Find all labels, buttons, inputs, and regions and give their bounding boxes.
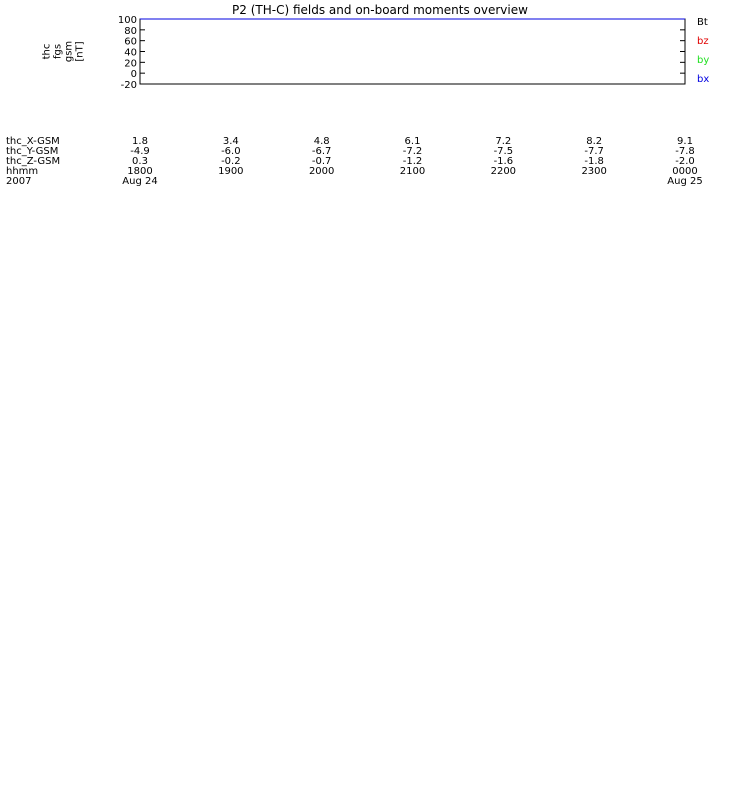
panel-frame-fgs_gsm <box>139 18 686 85</box>
axis-row-1-val-6: -7.8 <box>675 146 695 157</box>
ytick-label-fgs_gsm-5: 0 <box>131 69 137 80</box>
axis-row-1-val-5: -7.7 <box>584 146 604 157</box>
axis-row-3-val-4: 2200 <box>491 166 516 177</box>
ytick-label-fgs_gsm-2: 60 <box>124 37 137 48</box>
ylabel-fgs_gsm-3: [nT] <box>75 41 86 61</box>
axis-row-2-val-6: -2.0 <box>675 156 695 167</box>
axis-row-1-val-4: -7.5 <box>494 146 514 157</box>
plot-title: P2 (TH-C) fields and on-board moments ov… <box>232 3 528 17</box>
axis-row-4-val-0: Aug 24 <box>122 176 157 187</box>
axis-row-label-4: 2007 <box>6 176 31 187</box>
axis-row-3-val-2: 2000 <box>309 166 334 177</box>
axis-row-1-val-2: -6.7 <box>312 146 332 157</box>
axis-row-3-val-3: 2100 <box>400 166 425 177</box>
ytick-label-fgs_gsm-1: 80 <box>124 26 137 37</box>
axis-row-2-val-5: -1.8 <box>584 156 604 167</box>
axis-row-label-1: thc_Y-GSM <box>6 146 58 157</box>
axis-row-4-val-6: Aug 25 <box>667 176 702 187</box>
legend-fgs_gsm-bx: bx <box>697 74 709 85</box>
ytick-label-fgs_gsm-3: 40 <box>124 48 137 59</box>
legend-fgs_gsm-bz: bz <box>697 36 709 47</box>
axis-row-1-val-1: -6.0 <box>221 146 241 157</box>
axis-row-0-val-6: 9.1 <box>677 136 693 147</box>
axis-row-3-val-0: 1800 <box>127 166 152 177</box>
legend-fgs_gsm-Bt: Bt <box>697 17 708 28</box>
axis-row-label-2: thc_Z-GSM <box>6 156 60 167</box>
ytick-label-fgs_gsm-4: 20 <box>124 58 137 69</box>
ytick-label-fgs_gsm-0: 100 <box>118 15 137 26</box>
axis-row-0-val-5: 8.2 <box>586 136 602 147</box>
ylabel-fgs_gsm-0: thc <box>42 44 53 60</box>
axis-row-2-val-4: -1.6 <box>494 156 514 167</box>
axis-row-0-val-1: 3.4 <box>223 136 239 147</box>
axis-row-2-val-0: 0.3 <box>132 156 148 167</box>
axis-row-3-val-5: 2300 <box>581 166 606 177</box>
axis-row-3-val-1: 1900 <box>218 166 243 177</box>
legend-fgs_gsm-by: by <box>697 55 709 66</box>
axis-row-1-val-0: -4.9 <box>130 146 150 157</box>
ytick-label-fgs_gsm-6: -20 <box>121 80 137 91</box>
axis-row-2-val-3: -1.2 <box>403 156 423 167</box>
axis-row-label-3: hhmm <box>6 166 38 177</box>
ylabel-fgs_gsm-2: gsm <box>64 41 75 62</box>
axis-row-3-val-6: 0000 <box>672 166 697 177</box>
axis-row-0-val-2: 4.8 <box>314 136 330 147</box>
axis-row-0-val-4: 7.2 <box>495 136 511 147</box>
axis-row-2-val-2: -0.7 <box>312 156 332 167</box>
axis-row-0-val-3: 6.1 <box>405 136 421 147</box>
ylabel-fgs_gsm-1: fgs <box>53 44 64 59</box>
axis-row-2-val-1: -0.2 <box>221 156 241 167</box>
axis-row-label-0: thc_X-GSM <box>6 136 60 147</box>
axis-row-1-val-3: -7.2 <box>403 146 423 157</box>
axis-row-0-val-0: 1.8 <box>132 136 148 147</box>
